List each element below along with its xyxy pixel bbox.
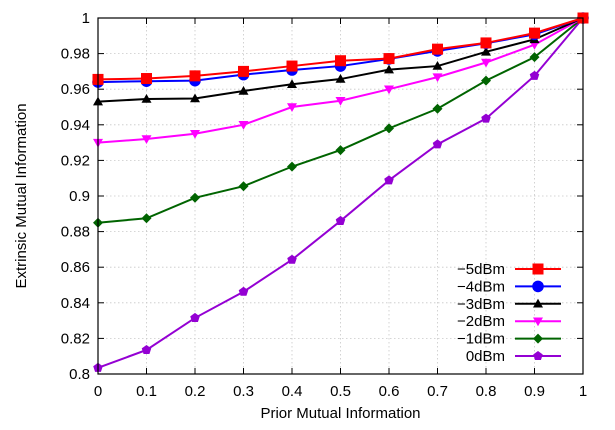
grid	[97, 17, 584, 375]
x-tick-label: 0	[94, 383, 102, 400]
x-tick-label: 0.6	[379, 383, 400, 400]
legend-item: 0dBm	[466, 348, 561, 365]
series-4	[93, 13, 588, 228]
y-tick-label: 0.9	[69, 188, 90, 205]
legend-label: −2dBm	[457, 313, 505, 330]
y-tick-label: 0.84	[61, 295, 90, 312]
data-point	[286, 60, 298, 72]
data-point	[432, 43, 443, 55]
data-point	[141, 93, 152, 103]
data-point	[238, 181, 249, 192]
x-tick-label: 0.3	[233, 383, 254, 400]
legend-marker	[533, 333, 543, 344]
data-point	[529, 70, 540, 80]
legend-label: −4dBm	[457, 278, 505, 295]
legend-item: −3dBm	[457, 296, 561, 313]
x-tick-label: 0.1	[136, 383, 157, 400]
data-point	[141, 135, 152, 145]
legend-item: −2dBm	[457, 313, 561, 330]
data-point	[238, 121, 249, 130]
data-point	[529, 27, 540, 39]
x-tick-label: 0.2	[185, 383, 206, 400]
data-point	[480, 37, 492, 49]
y-tick-label: 0.8	[69, 366, 90, 383]
x-tick-label: 0.7	[427, 383, 448, 400]
y-tick-label: 1	[82, 10, 90, 27]
legend-marker	[533, 317, 543, 327]
data-point	[190, 93, 200, 103]
data-point	[432, 73, 443, 83]
axis-ticks: 0 0.1 0.2 0.3 0.4 0.5 0.6 0.7 0.8 0.9 1 0.8 0.82 0.84…	[61, 10, 587, 400]
y-tick-label: 0.98	[61, 46, 90, 63]
data-point	[238, 286, 249, 296]
x-axis-label: Prior Mutual Information	[260, 405, 420, 422]
data-point	[432, 103, 443, 114]
data-point	[335, 215, 346, 225]
data-point	[141, 73, 152, 85]
legend-item: −4dBm	[457, 278, 561, 295]
legend-marker	[533, 351, 543, 361]
data-point	[432, 61, 443, 70]
series-line	[97, 17, 584, 224]
y-tick-label: 0.86	[61, 259, 90, 276]
y-axis-label: Extrinsic Mutual Information	[13, 103, 30, 288]
data-point	[238, 85, 249, 95]
data-point	[481, 46, 491, 56]
legend-item: −1dBm	[457, 331, 561, 348]
legend-marker	[533, 298, 543, 308]
x-tick-label: 0.4	[282, 383, 303, 400]
data-point	[384, 85, 394, 95]
x-tick-label: 0.8	[476, 383, 497, 400]
data-point	[287, 103, 297, 112]
data-point	[481, 58, 491, 68]
plot-series	[92, 12, 589, 372]
data-point	[190, 192, 200, 203]
data-point	[384, 64, 394, 74]
series-5	[93, 13, 588, 372]
data-point	[529, 52, 540, 63]
x-tick-label: 0.9	[524, 383, 545, 400]
data-point	[189, 70, 201, 82]
data-point	[383, 53, 395, 65]
x-tick-label: 1	[579, 383, 587, 400]
data-point	[335, 55, 346, 67]
x-tick-label: 0.5	[330, 383, 351, 400]
data-point	[287, 79, 297, 88]
legend-label: −5dBm	[457, 261, 505, 278]
data-point	[481, 75, 491, 86]
data-point	[432, 139, 443, 149]
data-point	[384, 123, 394, 134]
y-tick-label: 0.96	[61, 81, 90, 98]
y-tick-label: 0.88	[61, 224, 90, 241]
data-point	[238, 65, 249, 77]
data-point	[190, 129, 200, 139]
y-tick-label: 0.92	[61, 152, 90, 169]
legend-item: −5dBm	[457, 261, 561, 278]
series-2	[93, 13, 588, 106]
data-point	[141, 213, 152, 224]
data-point	[335, 74, 346, 83]
y-tick-label: 0.82	[61, 330, 90, 347]
data-point	[384, 175, 394, 185]
data-point	[287, 161, 297, 172]
legend-marker	[532, 263, 544, 275]
legend-marker	[532, 280, 544, 293]
y-tick-label: 0.94	[61, 117, 90, 134]
data-point	[335, 145, 346, 156]
data-point	[190, 312, 200, 322]
legend-label: −1dBm	[457, 331, 505, 348]
data-point	[335, 97, 346, 106]
data-point	[287, 254, 297, 264]
legend-label: −3dBm	[457, 296, 505, 313]
data-point	[529, 40, 540, 50]
legend-label: 0dBm	[466, 348, 505, 365]
data-point	[141, 344, 152, 355]
data-point	[481, 113, 491, 123]
